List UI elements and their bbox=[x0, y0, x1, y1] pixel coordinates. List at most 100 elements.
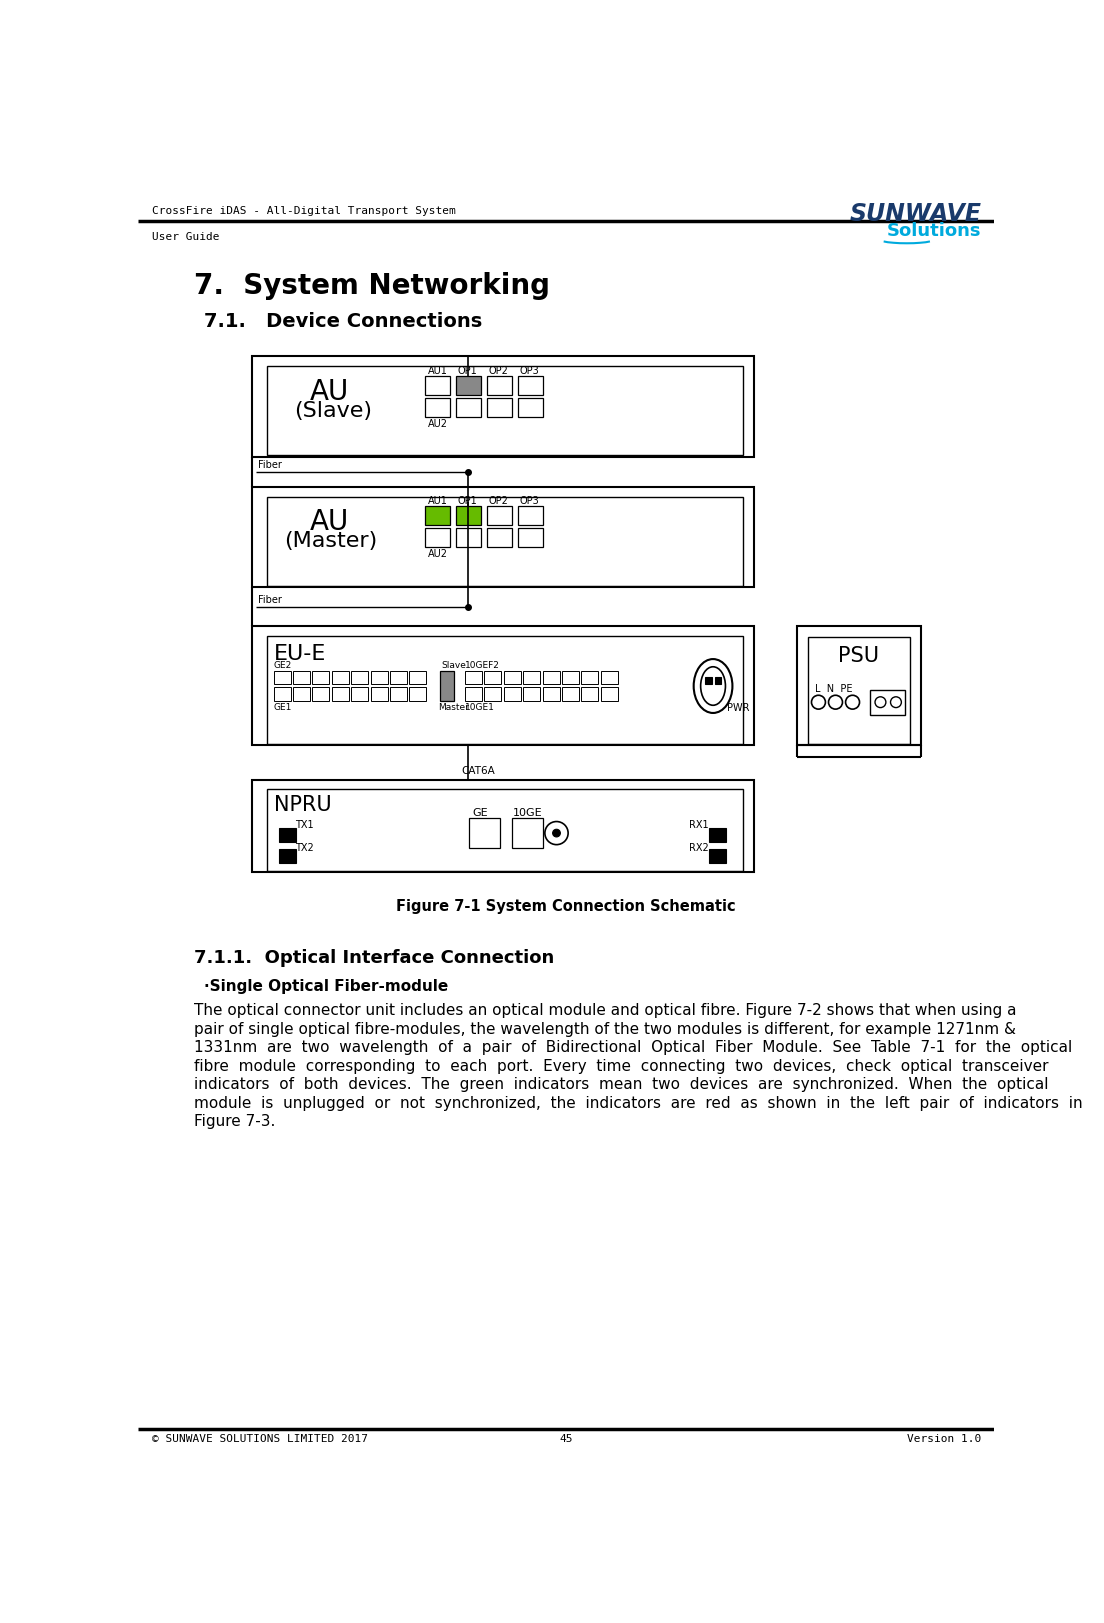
Bar bbox=[279, 849, 296, 863]
Bar bbox=[331, 670, 349, 685]
Bar bbox=[351, 670, 368, 685]
Bar bbox=[390, 670, 407, 685]
Bar bbox=[371, 687, 388, 701]
Circle shape bbox=[891, 696, 901, 708]
Text: Slave: Slave bbox=[442, 662, 467, 670]
Text: CrossFire iDAS - All-Digital Transport System: CrossFire iDAS - All-Digital Transport S… bbox=[152, 206, 456, 216]
Text: 10GE1: 10GE1 bbox=[465, 703, 495, 712]
Bar bbox=[709, 828, 726, 842]
Text: EU-E: EU-E bbox=[274, 644, 326, 664]
Bar bbox=[252, 781, 754, 872]
Bar bbox=[487, 506, 511, 526]
Bar bbox=[469, 818, 500, 847]
Text: TX1: TX1 bbox=[295, 820, 314, 829]
Text: AU: AU bbox=[310, 378, 349, 406]
Text: The optical connector unit includes an optical module and optical fibre. Figure : The optical connector unit includes an o… bbox=[194, 1003, 1017, 1018]
Text: 10GE: 10GE bbox=[513, 808, 543, 818]
Text: NPRU: NPRU bbox=[274, 795, 331, 815]
Bar bbox=[293, 687, 310, 701]
Circle shape bbox=[553, 829, 561, 837]
Bar bbox=[709, 849, 726, 863]
Text: User Guide: User Guide bbox=[152, 232, 220, 242]
Bar bbox=[523, 670, 540, 685]
Bar bbox=[267, 497, 743, 586]
Text: pair of single optical fibre-modules, the wavelength of the two modules is diffe: pair of single optical fibre-modules, th… bbox=[194, 1022, 1016, 1037]
Text: 10GEF2: 10GEF2 bbox=[465, 662, 500, 670]
Text: OP2: OP2 bbox=[488, 497, 508, 506]
Text: OP3: OP3 bbox=[519, 497, 539, 506]
Text: AU1: AU1 bbox=[428, 497, 448, 506]
Text: 1331nm  are  two  wavelength  of  a  pair  of  Bidirectional  Optical  Fiber  Mo: 1331nm are two wavelength of a pair of B… bbox=[194, 1040, 1072, 1055]
Bar bbox=[705, 677, 711, 685]
Bar bbox=[267, 367, 743, 454]
Bar bbox=[503, 670, 521, 685]
Bar bbox=[456, 527, 480, 547]
Text: 7.  System Networking: 7. System Networking bbox=[194, 271, 550, 300]
Text: CAT6A: CAT6A bbox=[461, 766, 495, 776]
Bar bbox=[440, 670, 454, 701]
Bar bbox=[390, 687, 407, 701]
Bar bbox=[252, 357, 754, 456]
Text: AU: AU bbox=[310, 508, 349, 536]
Bar bbox=[274, 670, 290, 685]
Bar bbox=[351, 687, 368, 701]
Bar bbox=[518, 506, 542, 526]
Text: (Slave): (Slave) bbox=[295, 401, 372, 420]
Text: AU2: AU2 bbox=[428, 549, 448, 558]
Bar bbox=[511, 818, 542, 847]
Text: GE: GE bbox=[473, 808, 488, 818]
Bar bbox=[562, 687, 578, 701]
Bar bbox=[542, 670, 560, 685]
Bar bbox=[582, 670, 598, 685]
Text: TX2: TX2 bbox=[295, 842, 314, 854]
Text: L  N  PE: L N PE bbox=[816, 683, 853, 693]
Bar bbox=[870, 690, 905, 714]
Bar bbox=[523, 687, 540, 701]
Bar bbox=[410, 670, 426, 685]
Bar bbox=[267, 789, 743, 872]
Bar bbox=[542, 687, 560, 701]
Bar bbox=[425, 527, 449, 547]
Circle shape bbox=[545, 821, 569, 844]
Bar bbox=[456, 375, 480, 394]
Text: OP3: OP3 bbox=[519, 365, 539, 375]
Bar bbox=[465, 687, 482, 701]
Bar bbox=[371, 670, 388, 685]
Bar bbox=[456, 398, 480, 417]
Text: RX2: RX2 bbox=[689, 842, 709, 854]
Text: AU1: AU1 bbox=[428, 365, 448, 375]
Bar bbox=[582, 687, 598, 701]
Bar bbox=[410, 687, 426, 701]
Text: 45: 45 bbox=[559, 1435, 573, 1444]
Text: indicators  of  both  devices.  The  green  indicators  mean  two  devices  are : indicators of both devices. The green in… bbox=[194, 1078, 1049, 1092]
Text: GE1: GE1 bbox=[274, 703, 291, 712]
Bar bbox=[714, 677, 721, 685]
Bar bbox=[456, 506, 480, 526]
Circle shape bbox=[828, 695, 842, 709]
Circle shape bbox=[875, 696, 885, 708]
Text: GE2: GE2 bbox=[274, 662, 291, 670]
Bar bbox=[274, 687, 290, 701]
Bar bbox=[293, 670, 310, 685]
Bar bbox=[487, 527, 511, 547]
Bar bbox=[503, 687, 521, 701]
Bar bbox=[518, 375, 542, 394]
Circle shape bbox=[846, 695, 860, 709]
Bar bbox=[797, 626, 921, 745]
Text: ·Single Optical Fiber-module: ·Single Optical Fiber-module bbox=[204, 979, 448, 993]
Bar bbox=[601, 687, 618, 701]
Text: AU2: AU2 bbox=[428, 419, 448, 428]
Text: 7.1.1.  Optical Interface Connection: 7.1.1. Optical Interface Connection bbox=[194, 949, 554, 967]
Bar bbox=[279, 828, 296, 842]
Text: Version 1.0: Version 1.0 bbox=[907, 1435, 981, 1444]
Bar bbox=[487, 398, 511, 417]
Bar bbox=[252, 487, 754, 588]
Text: OP2: OP2 bbox=[488, 365, 508, 375]
Text: SUNWAVE: SUNWAVE bbox=[849, 203, 981, 227]
Bar bbox=[331, 687, 349, 701]
Text: Figure 7-3.: Figure 7-3. bbox=[194, 1113, 275, 1130]
Text: PSU: PSU bbox=[838, 646, 879, 665]
Text: Master: Master bbox=[438, 703, 469, 712]
Bar bbox=[267, 636, 743, 743]
Circle shape bbox=[811, 695, 826, 709]
